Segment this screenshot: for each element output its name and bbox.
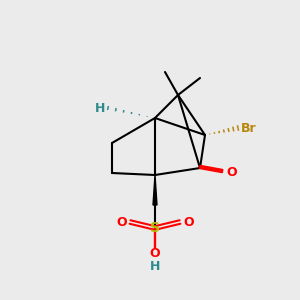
- Text: O: O: [226, 166, 237, 178]
- Text: O: O: [116, 215, 127, 229]
- Text: O: O: [183, 215, 194, 229]
- Text: S: S: [150, 221, 160, 235]
- Text: H: H: [150, 260, 160, 273]
- Text: H: H: [94, 101, 105, 115]
- Polygon shape: [153, 175, 157, 205]
- Text: O: O: [150, 247, 160, 260]
- Text: Br: Br: [241, 122, 256, 134]
